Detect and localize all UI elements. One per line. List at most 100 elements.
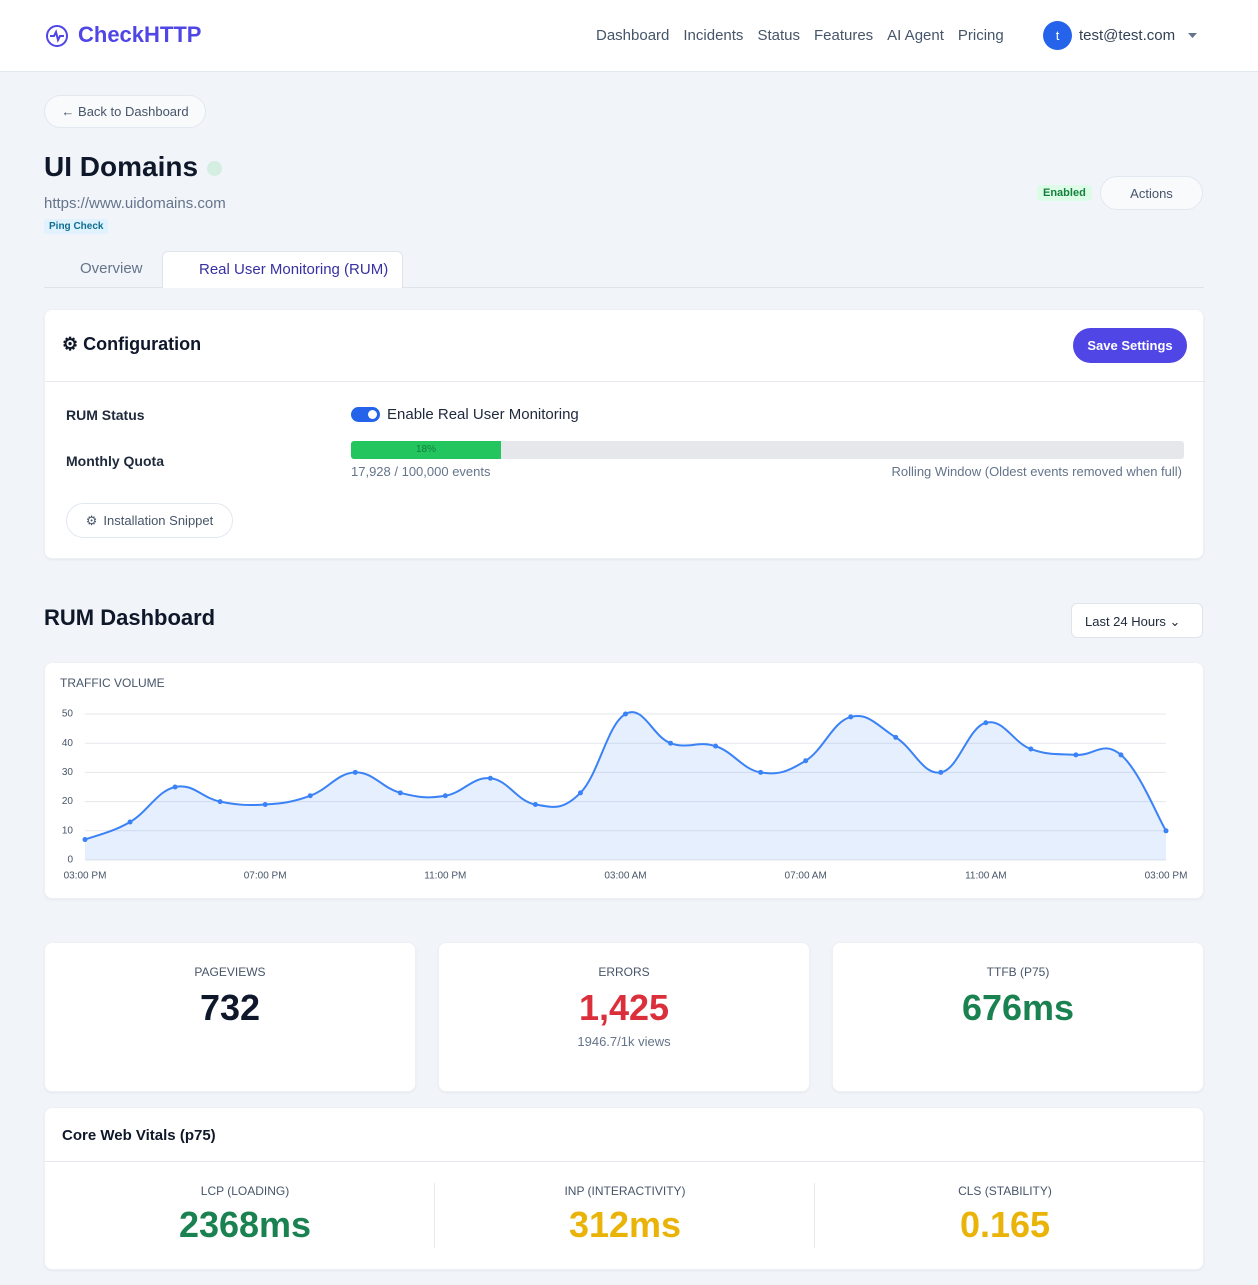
snippet-label: Installation Snippet: [103, 513, 214, 528]
y-tick-label: 30: [62, 767, 74, 778]
monitor-name: UI Domains: [44, 151, 199, 182]
metric-label: PAGEVIEWS: [194, 965, 266, 979]
check-badge: Ping Check: [44, 219, 109, 234]
point: [217, 799, 223, 805]
nav-link[interactable]: Dashboard: [596, 27, 670, 44]
point: [352, 769, 358, 775]
x-tick-label: 11:00 AM: [965, 871, 1007, 882]
snippet-button[interactable]: ⚙ Installation Snippet: [66, 503, 233, 538]
y-tick-label: 10: [62, 825, 74, 836]
chart-title: TRAFFIC VOLUME: [60, 676, 165, 690]
point: [803, 758, 809, 764]
metric-label: TTFB (P75): [986, 965, 1050, 979]
point: [532, 802, 538, 808]
nav-link[interactable]: Features: [813, 27, 874, 44]
nav-link[interactable]: Incidents: [683, 27, 744, 44]
metric-label: ERRORS: [598, 965, 650, 979]
divider: [45, 1161, 1205, 1162]
vital-label: CLS (STABILITY): [958, 1184, 1052, 1198]
caret: [1188, 33, 1197, 38]
point: [127, 819, 133, 825]
point: [893, 734, 899, 740]
nav-link[interactable]: Pricing: [957, 27, 1004, 44]
x-tick-label: 07:00 AM: [785, 871, 827, 882]
point: [1118, 752, 1124, 758]
vitals-title: Core Web Vitals (p75): [62, 1127, 216, 1144]
point: [1163, 828, 1169, 834]
x-tick-label: 03:00 PM: [1145, 871, 1188, 882]
point: [172, 784, 178, 790]
back-button[interactable]: ← Back to Dashboard: [44, 95, 206, 128]
metric-card: ERRORS 1,425 1946.7/1k views: [438, 942, 810, 1092]
rum-status-label: RUM Status: [66, 407, 145, 423]
chart: TRAFFIC VOLUME 0 10 20 30 40 50 03:00 PM 07:00 …: [60, 676, 1188, 882]
x-tick-label: 07:00 PM: [244, 871, 287, 882]
vital: LCP (LOADING) 2368ms: [55, 1184, 435, 1246]
dashboard-title: RUM Dashboard: [44, 605, 216, 630]
point: [307, 793, 313, 799]
quota-text: 17,928 / 100,000 events: [351, 464, 491, 479]
point: [713, 743, 719, 749]
range-select[interactable]: Last 24 Hours ⌄: [1071, 603, 1203, 638]
nav-link[interactable]: AI Agent: [887, 27, 944, 44]
nav-link[interactable]: Status: [757, 27, 800, 44]
metric-card: PAGEVIEWS 732: [44, 942, 416, 1092]
nav-links: Dashboard Incidents Status Features AI A…: [596, 27, 1004, 44]
point: [938, 769, 944, 775]
metric-card: TTFB (P75) 676ms: [832, 942, 1204, 1092]
tab[interactable]: Overview: [80, 260, 143, 277]
chart-card: TRAFFIC VOLUME 0 10 20 30 40 50 03:00 PM 07:00 …: [44, 662, 1204, 899]
point: [442, 793, 448, 799]
toggle[interactable]: [351, 407, 380, 422]
quota-percent: 18%: [415, 444, 436, 455]
status-dot: [207, 161, 222, 176]
actions-button[interactable]: Actions: [1100, 176, 1203, 210]
quota-bar: 18%: [351, 441, 501, 459]
vital-label: INP (INTERACTIVITY): [564, 1184, 686, 1198]
point: [848, 714, 854, 720]
vital-value: 2368ms: [178, 1204, 312, 1245]
point: [623, 711, 628, 717]
vital: INP (INTERACTIVITY) 312ms: [435, 1184, 815, 1246]
config-title-text: Configuration: [83, 334, 202, 354]
point: [262, 802, 268, 808]
point: [397, 790, 403, 796]
monitor-url: https://www.uidomains.com: [44, 195, 226, 212]
vitals-card: Core Web Vitals (p75) LCP (LOADING) 2368m…: [44, 1107, 1205, 1270]
config-title: ⚙ Configuration: [62, 334, 202, 354]
y-tick-label: 40: [62, 738, 74, 749]
point: [758, 769, 764, 775]
status-badge: Enabled: [1037, 185, 1092, 201]
logo-icon: [46, 25, 68, 47]
metric-sub: 1946.7/1k views: [577, 1034, 671, 1049]
point: [668, 740, 674, 746]
avatar[interactable]: t: [1043, 21, 1072, 50]
quota-track: 18%: [351, 441, 1184, 459]
tab-line: [44, 287, 1204, 288]
brand[interactable]: CheckHTTP: [78, 22, 202, 47]
range-label: Last 24 Hours: [1085, 614, 1166, 629]
navbar: CheckHTTP Dashboard Incidents Status Fea…: [0, 0, 1258, 72]
vital-label: LCP (LOADING): [200, 1184, 290, 1198]
area: [85, 712, 1166, 860]
divider: [434, 1183, 435, 1248]
vital-value: 312ms: [568, 1204, 682, 1245]
y-tick-label: 0: [67, 855, 73, 866]
divider: [814, 1183, 815, 1248]
point: [82, 837, 88, 843]
save-button[interactable]: Save Settings: [1073, 328, 1187, 363]
x-tick-label: 03:00 PM: [64, 871, 107, 882]
vital-value: 0.165: [959, 1204, 1051, 1245]
tab-active[interactable]: Real User Monitoring (RUM): [162, 251, 403, 288]
vital: CLS (STABILITY) 0.165: [815, 1184, 1195, 1246]
toggle-knob: [368, 410, 377, 419]
y-tick-label: 50: [62, 709, 74, 720]
user-menu[interactable]: test@test.com: [1079, 27, 1176, 44]
actions-label: Actions: [1130, 185, 1173, 201]
config-card: ⚙ Configuration Save Settings RUM Status…: [44, 309, 1205, 559]
metric-value: 676ms: [961, 987, 1075, 1028]
metric-value: 732: [199, 987, 261, 1028]
quota-label: Monthly Quota: [66, 453, 164, 469]
x-tick-label: 03:00 AM: [604, 871, 646, 882]
